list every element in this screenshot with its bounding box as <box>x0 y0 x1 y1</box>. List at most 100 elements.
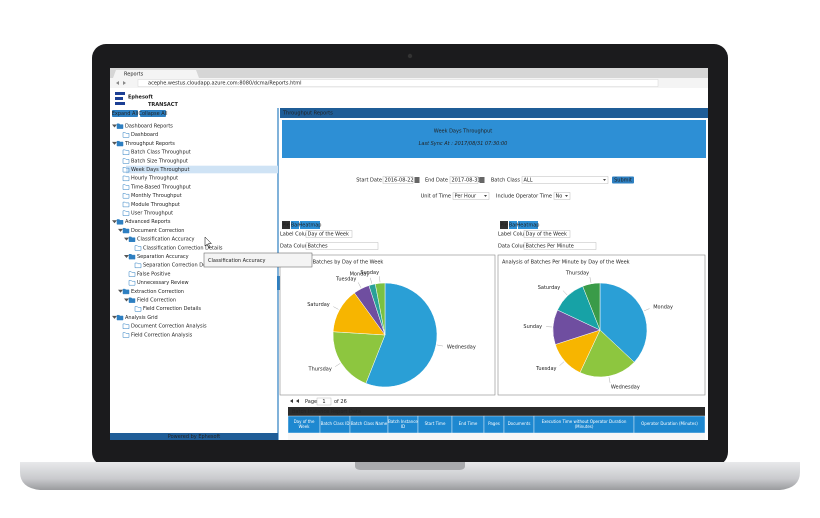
folder-icon <box>123 228 129 233</box>
section-bar <box>280 108 708 118</box>
folder-icon <box>117 220 123 225</box>
calendar-icon[interactable] <box>415 177 420 183</box>
table-header-text: Batch Class ID <box>320 416 350 433</box>
table-header: Batch Instance ID <box>388 416 418 433</box>
table-header: Batch Class ID <box>320 416 350 433</box>
camera <box>408 54 412 58</box>
table-row <box>288 433 705 440</box>
filter-label: Include Operator Time <box>496 194 552 200</box>
base-notch <box>355 462 465 470</box>
app-header <box>110 88 708 108</box>
chart-type-label: Heatmap <box>517 223 540 229</box>
table-header-text: Execution Time without Operator Duration… <box>534 416 634 433</box>
chart-type-label: Pie <box>282 223 289 229</box>
filter-value: 2016-08-22 <box>385 178 414 184</box>
pie-label: Tuesday <box>535 366 556 372</box>
tree-item[interactable]: Classification Accuracy <box>137 237 195 243</box>
filter-value: 2017-08-31 <box>452 178 481 184</box>
tree-item[interactable]: Batch Size Throughput <box>131 158 188 164</box>
section-title: Throughput Reports <box>282 111 333 117</box>
logo: Ephesoft <box>128 95 154 101</box>
pager-value: 1 <box>322 399 325 405</box>
filter-label: Batch Class <box>491 178 521 184</box>
folder-icon <box>129 254 135 259</box>
tree-item[interactable]: Advanced Reports <box>125 219 171 225</box>
tree-item[interactable]: Document Correction <box>131 228 184 234</box>
tree-button-label: Expand All <box>112 111 139 117</box>
tree-item[interactable]: Batch Class Throughput <box>131 150 191 156</box>
tree-item[interactable]: Week Days Throughput <box>131 167 189 173</box>
tree-item[interactable]: Extraction Correction <box>131 289 184 295</box>
table-header-text: Documents <box>504 416 534 433</box>
tree-item[interactable]: Classification Correction Details <box>143 245 223 251</box>
chart-title: Analysis of Batches Per Minute by Day of… <box>502 260 630 266</box>
folder-icon <box>129 298 135 303</box>
tree-item[interactable]: User Throughput <box>131 211 173 217</box>
table-header: Start Time <box>418 416 452 433</box>
chart-type-label: Heatmap <box>299 223 322 229</box>
table-header-text: Pages <box>484 416 504 433</box>
chart-type-label: Pie <box>500 223 507 229</box>
tree-item[interactable]: Throughput Reports <box>124 141 175 147</box>
report-title: Week Days Throughput <box>434 129 492 135</box>
tree-item[interactable]: Hourly Throughput <box>131 176 178 182</box>
pie-label: Thursday <box>565 271 589 277</box>
folder-icon <box>117 141 123 146</box>
table-header-text: Start Time <box>418 416 452 433</box>
tree-item[interactable]: Field Correction Details <box>143 306 201 312</box>
pie-label: Sunday <box>360 270 379 276</box>
table-header: Operator Duration (Minutes) <box>634 416 705 433</box>
tree-item[interactable]: Unnecessary Review <box>137 280 189 286</box>
folder-icon <box>117 124 123 129</box>
filter-label: Unit of Time <box>421 194 451 200</box>
logo-sub: TRANSACT <box>148 102 178 108</box>
column-value: Batches <box>308 244 328 250</box>
pie-label: Monday <box>653 304 673 310</box>
tree-item[interactable]: False Positive <box>137 271 170 277</box>
folder-icon <box>123 289 129 294</box>
column-value: Batches Per Minute <box>526 244 574 250</box>
calendar-icon[interactable] <box>480 177 485 183</box>
table-header: End Time <box>452 416 484 433</box>
tree-item[interactable]: Module Throughput <box>131 202 180 208</box>
tree-item[interactable]: Analysis Grid <box>125 315 158 321</box>
tree-button-label: Collapse All <box>138 111 167 117</box>
pie-label: Wednesday <box>611 384 640 390</box>
tooltip-text: Classification Accuracy <box>208 258 266 264</box>
tree-item[interactable]: Dashboard Reports <box>125 124 173 130</box>
table-header: Documents <box>504 416 534 433</box>
filter-value: ALL <box>524 178 533 184</box>
report-header <box>282 120 706 158</box>
filter-value: No <box>556 194 563 200</box>
filter-input[interactable] <box>522 177 608 184</box>
table-title: Batch Instance Report Data <box>292 409 361 415</box>
folder-icon <box>117 315 123 320</box>
pie-label: Thursday <box>308 366 332 372</box>
table-header-text: Day of the Week <box>288 416 320 433</box>
filter-label: Start Date <box>356 178 382 184</box>
tree-item[interactable]: Dashboard <box>131 132 158 138</box>
pie-label: Saturday <box>538 285 561 291</box>
tree-item[interactable]: Separation Accuracy <box>137 254 189 260</box>
tree-item[interactable]: Monthly Throughput <box>131 193 182 199</box>
tab-title: Reports <box>124 72 144 78</box>
submit-label: Submit <box>614 178 632 184</box>
tree-item[interactable]: Time-Based Throughput <box>130 184 191 190</box>
column-value: Day of the Week <box>526 232 567 238</box>
table-header-text: End Time <box>452 416 484 433</box>
tree-item[interactable]: Field Correction Analysis <box>131 332 193 338</box>
tree-item[interactable]: Document Correction Analysis <box>131 324 207 330</box>
report-sync: Last Sync At : 2017/08/31 07:30:00 <box>419 141 508 147</box>
folder-icon <box>129 237 135 242</box>
pie-label: Sunday <box>523 324 542 330</box>
filter-value: Per Hour <box>455 194 478 200</box>
table-header: Execution Time without Operator Duration… <box>534 416 634 433</box>
tree-item[interactable]: Field Correction <box>137 298 176 304</box>
table-header-text: Batch Instance ID <box>388 416 418 433</box>
tab-bar <box>110 68 708 78</box>
table-header-text: Batch Class Name <box>350 416 388 433</box>
table-header: Pages <box>484 416 504 433</box>
table-header: Batch Class Name <box>350 416 388 433</box>
table-header: Day of the Week <box>288 416 320 433</box>
